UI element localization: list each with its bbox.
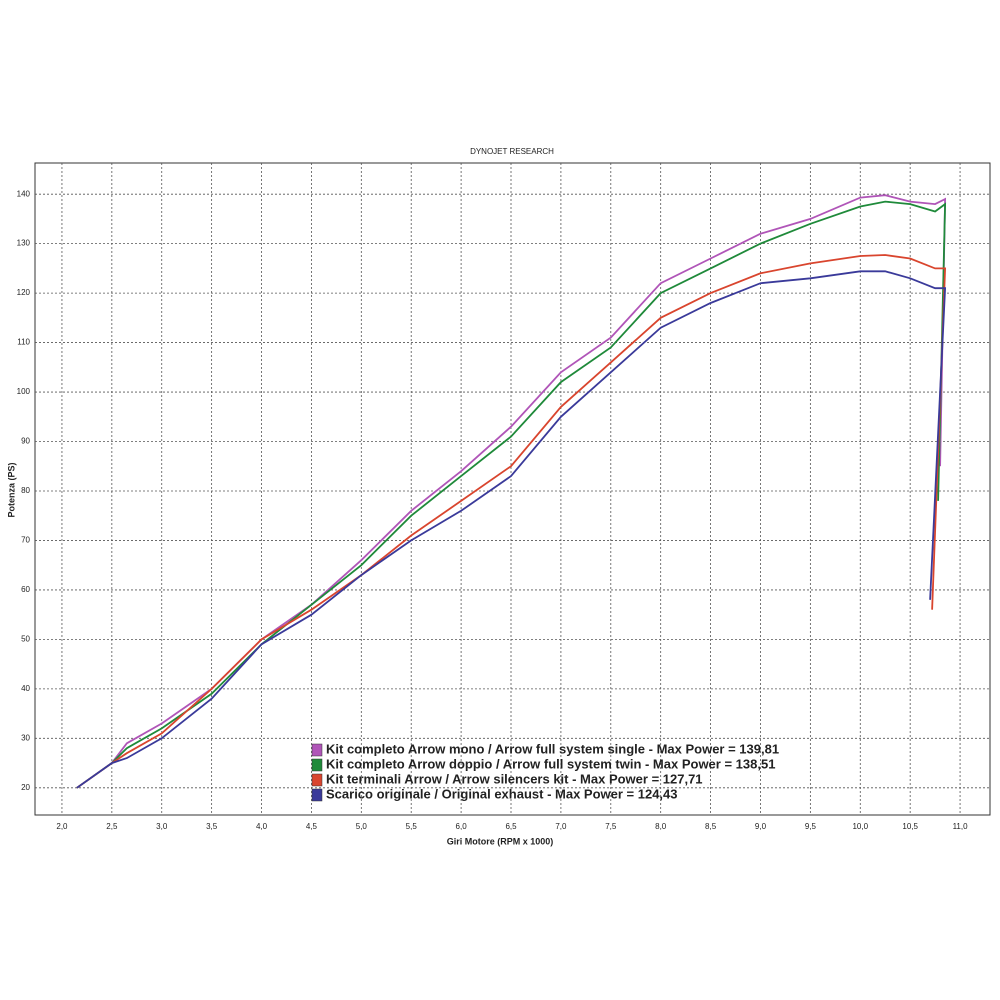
series-line	[76, 254, 947, 789]
y-tick-label: 110	[17, 338, 30, 347]
x-tick-label: 2,5	[106, 822, 118, 831]
x-tick-label: 5,0	[356, 822, 368, 831]
x-tick-label: 6,5	[505, 822, 517, 831]
x-tick-label: 4,0	[256, 822, 268, 831]
x-tick-label: 7,5	[605, 822, 617, 831]
x-tick-label: 3,5	[206, 822, 218, 831]
y-tick-label: 100	[17, 387, 31, 396]
y-tick-label: 40	[21, 684, 30, 693]
x-tick-label: 9,5	[805, 822, 817, 831]
legend-label: Kit terminali Arrow / Arrow silencers ki…	[326, 771, 703, 786]
y-tick-label: 140	[17, 189, 31, 198]
x-tick-label: 8,0	[655, 822, 667, 831]
y-tick-label: 120	[17, 288, 31, 297]
legend-label: Kit completo Arrow mono / Arrow full sys…	[326, 741, 779, 756]
x-tick-label: 10,5	[902, 822, 918, 831]
legend-label: Scarico originale / Original exhaust - M…	[326, 786, 678, 801]
series-line	[76, 270, 947, 789]
x-tick-label: 5,5	[406, 822, 418, 831]
x-tick-label: 6,0	[456, 822, 468, 831]
x-tick-label: 2,0	[56, 822, 68, 831]
x-tick-label: 9,0	[755, 822, 767, 831]
x-tick-label: 11,0	[953, 822, 969, 831]
series-line	[76, 194, 947, 789]
legend-swatch	[311, 758, 323, 772]
legend-swatch	[311, 773, 323, 787]
y-tick-label: 50	[21, 634, 30, 643]
y-axis-label: Potenza (PS)	[6, 462, 16, 517]
series-line	[76, 200, 947, 789]
y-tick-label: 70	[21, 536, 30, 545]
y-tick-label: 30	[21, 733, 30, 742]
x-tick-label: 10,0	[852, 822, 868, 831]
x-axis-label: Giri Motore (RPM x 1000)	[447, 836, 554, 846]
y-tick-label: 20	[21, 783, 30, 792]
y-tick-label: 80	[21, 486, 30, 495]
x-tick-label: 8,5	[705, 822, 717, 831]
chart-title: DYNOJET RESEARCH	[470, 147, 554, 156]
legend-swatch	[311, 788, 323, 802]
legend-label: Kit completo Arrow doppio / Arrow full s…	[326, 756, 775, 771]
x-tick-label: 3,0	[156, 822, 168, 831]
y-tick-label: 130	[17, 239, 31, 248]
y-tick-label: 90	[21, 437, 30, 446]
x-tick-label: 4,5	[306, 822, 318, 831]
x-tick-label: 7,0	[555, 822, 567, 831]
y-tick-label: 60	[21, 585, 30, 594]
legend-swatch	[311, 743, 323, 757]
